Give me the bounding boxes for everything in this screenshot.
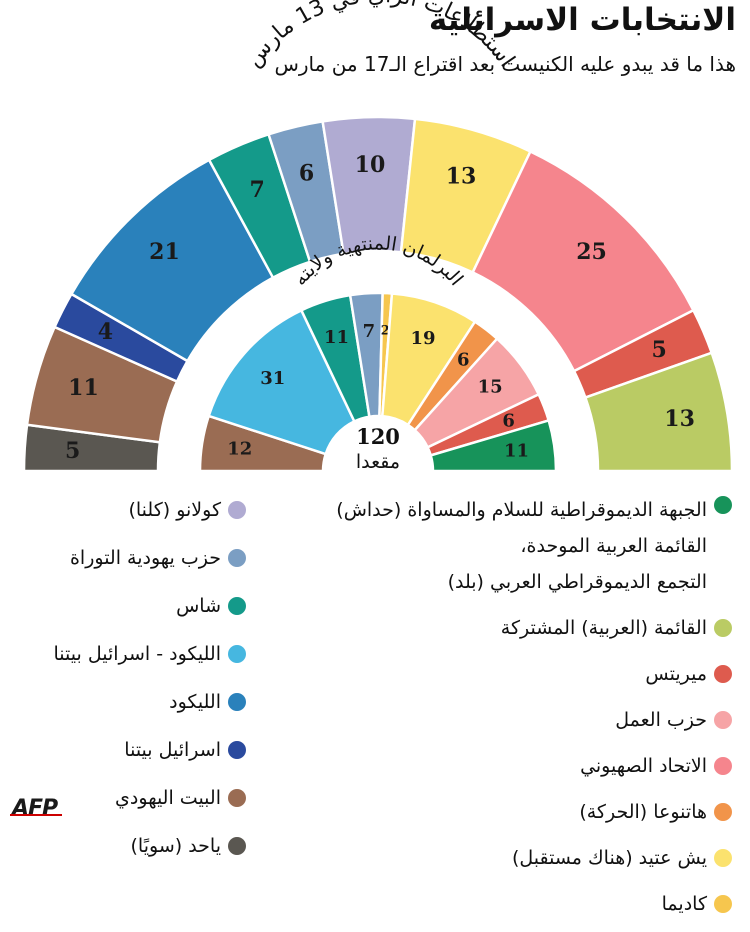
legend-right-item: هاتنوعا (الحركة)	[336, 794, 732, 830]
chart-title: الانتخابات الاسرائلية	[428, 2, 736, 38]
inner-ring-seat-label: 11	[504, 440, 529, 461]
center-seat-label: مقعدا	[356, 451, 400, 473]
legend-right-label: حزب العمل	[615, 709, 707, 731]
outer-ring: 5 11 4 21 7 6 10 13 25 5 13	[22, 115, 734, 473]
legend-left: كولانو (كلنا) حزب يهودية التوراة شاس الليكو…	[54, 492, 246, 876]
legend-left-item: اسرائيل بيتنا	[54, 732, 246, 768]
legend-left-item: الليكود - اسرائيل بيتنا	[54, 636, 246, 672]
legend-right: الجبهة الديموقراطية للسلام والمساواة (حد…	[336, 492, 732, 932]
legend-right-item: القائمة (العربية) المشتركة	[336, 610, 732, 646]
inner-ring-slice	[429, 418, 558, 473]
legend-left-item: الليكود	[54, 684, 246, 720]
outer-ring-seat-label: 25	[576, 239, 607, 265]
center-seat-total: 120	[356, 424, 400, 449]
legend-left-swatch	[228, 597, 246, 615]
legend-left-swatch	[228, 789, 246, 807]
legend-right-swatch	[714, 803, 732, 821]
legend-left-label: الليكود - اسرائيل بيتنا	[53, 643, 221, 665]
legend-left-item: البيت اليهودي	[54, 780, 246, 816]
inner-ring-seat-label: 6	[502, 410, 515, 431]
legend-right-swatch	[714, 849, 732, 867]
legend-right-label: الاتحاد الصهيوني	[580, 755, 707, 777]
afp-logo-underline	[10, 814, 62, 816]
legend-left-label: اسرائيل بيتنا	[124, 739, 221, 761]
legend-right-item: الجبهة الديموقراطية للسلام والمساواة (حد…	[336, 492, 732, 600]
outer-ring-seat-label: 6	[299, 160, 314, 186]
legend-left-swatch	[228, 645, 246, 663]
legend-left-label: الليكود	[169, 691, 221, 713]
outer-ring-slice	[583, 351, 734, 473]
legend-right-label: ميريتس	[645, 663, 707, 685]
afp-logo: AFP	[12, 796, 58, 821]
inner-ring-seat-label: 12	[227, 439, 252, 460]
outer-ring-seat-label: 11	[68, 375, 99, 401]
inner-ring-seat-label: 15	[478, 377, 503, 398]
inner-ring-seat-label: 19	[410, 328, 435, 349]
legend-right-swatch	[714, 665, 732, 683]
legend-left-swatch	[228, 501, 246, 519]
outer-ring-seat-label: 7	[250, 177, 265, 203]
inner-ring-seat-label: 2	[381, 324, 390, 339]
legend-right-swatch	[714, 895, 732, 913]
legend-left-label: البيت اليهودي	[115, 787, 221, 809]
outer-ring-seat-label: 13	[664, 406, 695, 432]
legend-left-swatch	[228, 837, 246, 855]
legend-right-label: هاتنوعا (الحركة)	[579, 801, 707, 823]
inner-ring-seat-label: 11	[324, 327, 349, 348]
outer-ring-seat-label: 5	[651, 337, 666, 363]
legend-right-label: كاديما	[661, 893, 707, 915]
inner-ring-seat-label: 6	[457, 349, 470, 370]
legend-right-label: يش عتيد (هناك مستقبل)	[511, 847, 707, 869]
inner-ring-seat-label: 31	[260, 368, 285, 389]
chart-subtitle: هذا ما قد يبدو عليه الكنيست بعد اقتراع ا…	[274, 52, 736, 76]
legend-left-item: شاس	[54, 588, 246, 624]
legend-left-label: كولانو (كلنا)	[128, 499, 221, 521]
outer-ring-seat-label: 13	[446, 163, 477, 189]
legend-left-item: كولانو (كلنا)	[54, 492, 246, 528]
legend-left-swatch	[228, 741, 246, 759]
inner-ring-seat-label: 7	[363, 321, 376, 342]
legend-left-label: ياحد (سويًا)	[130, 835, 221, 857]
legend-left-item: حزب يهودية التوراة	[54, 540, 246, 576]
legend-right-label: الجبهة الديموقراطية للسلام والمساواة (حد…	[336, 499, 707, 521]
legend-right-item: كاديما	[336, 886, 732, 922]
outer-ring-seat-label: 5	[65, 438, 80, 464]
legend-right-label: التجمع الديموقراطي العربي (بلد)	[447, 571, 707, 593]
legend-right-item: حزب العمل	[336, 702, 732, 738]
legend-right-label: القائمة العربية الموحدة،	[520, 535, 707, 557]
legend-left-label: شاس	[176, 595, 221, 617]
legend-right-item: يش عتيد (هناك مستقبل)	[336, 840, 732, 876]
legend-right-item: الاتحاد الصهيوني	[336, 748, 732, 784]
legend-right-label: القائمة (العربية) المشتركة	[500, 617, 707, 639]
legend-right-swatch	[714, 496, 732, 514]
legend-right-swatch	[714, 711, 732, 729]
legend-right-swatch	[714, 619, 732, 637]
inner-ring: 12 31 11 7 2 19 6 15 6 11	[198, 291, 558, 473]
legend-right-item: ميريتس	[336, 656, 732, 692]
legend-right-swatch	[714, 757, 732, 775]
legend-left-swatch	[228, 549, 246, 567]
outer-ring-seat-label: 21	[149, 239, 180, 265]
outer-ring-seat-label: 10	[355, 152, 386, 178]
legend-left-label: حزب يهودية التوراة	[69, 547, 221, 569]
outer-ring-seat-label: 4	[98, 319, 113, 345]
legend-left-item: ياحد (سويًا)	[54, 828, 246, 864]
outer-ring-title: استطلاعات الرأي في 13 مارس	[241, 0, 519, 72]
legend-left-swatch	[228, 693, 246, 711]
